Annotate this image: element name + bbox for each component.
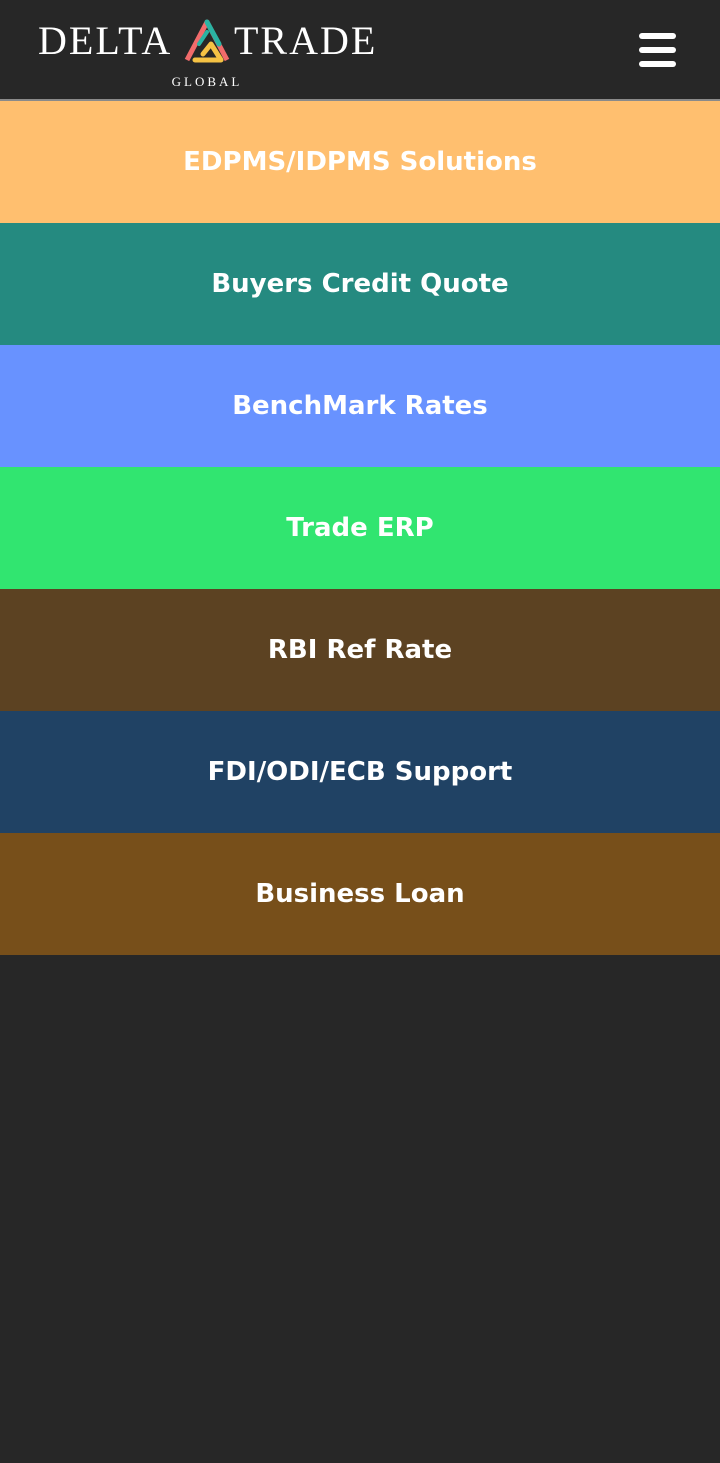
delta-triangle-logo-icon [184,19,230,63]
menu-item-label: Buyers Credit Quote [211,269,509,299]
menu-item-rbi-ref-rate[interactable]: RBI Ref Rate [0,589,720,711]
menu-item-label: EDPMS/IDPMS Solutions [183,147,537,177]
logo-word-delta: DELTA [38,18,173,63]
menu-item-label: BenchMark Rates [232,391,488,421]
logo-word-trade: TRADE [234,18,378,63]
services-menu: EDPMS/IDPMS Solutions Buyers Credit Quote… [0,101,720,955]
menu-item-benchmark-rates[interactable]: BenchMark Rates [0,345,720,467]
hamburger-menu-icon[interactable] [636,30,680,70]
delta-trade-logo[interactable]: DELTA TRADE GLOBAL [38,18,384,92]
menu-item-business-loan[interactable]: Business Loan [0,833,720,955]
menu-item-edpms-idpms-solutions[interactable]: EDPMS/IDPMS Solutions [0,101,720,223]
menu-item-buyers-credit-quote[interactable]: Buyers Credit Quote [0,223,720,345]
logo-subtitle: GLOBAL [171,74,243,89]
menu-item-fdi-odi-ecb-support[interactable]: FDI/ODI/ECB Support [0,711,720,833]
menu-item-label: RBI Ref Rate [267,635,453,665]
site-header: DELTA TRADE GLOBAL [0,0,720,101]
menu-item-label: FDI/ODI/ECB Support [207,757,513,787]
menu-item-label: Trade ERP [286,513,434,543]
menu-item-trade-erp[interactable]: Trade ERP [0,467,720,589]
menu-item-label: Business Loan [255,879,465,909]
